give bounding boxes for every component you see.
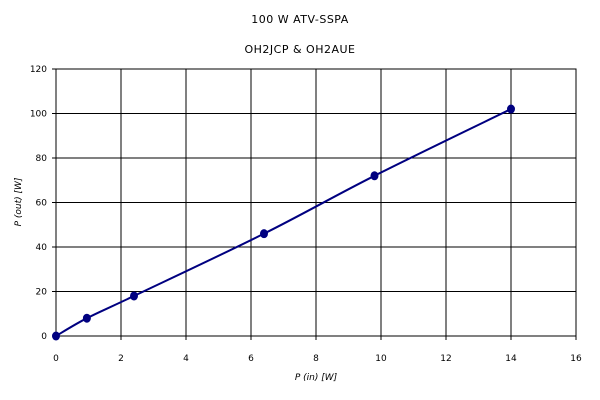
- y-tick-label: 100: [30, 110, 47, 120]
- x-tick-label: 6: [248, 354, 254, 364]
- data-point: [507, 104, 515, 114]
- y-tick-label: 80: [36, 154, 48, 164]
- x-tick-label: 16: [570, 354, 582, 364]
- data-point: [130, 291, 138, 301]
- x-tick-label: 12: [440, 354, 451, 364]
- y-axis-label: P (out) [W]: [14, 177, 24, 226]
- x-tick-label: 4: [183, 354, 189, 364]
- x-tick-label: 8: [313, 354, 319, 364]
- y-tick-label: 0: [41, 332, 47, 342]
- data-point: [370, 171, 379, 181]
- y-tick-label: 40: [36, 243, 48, 253]
- x-tick-label: 10: [375, 354, 387, 364]
- data-point: [52, 331, 60, 341]
- data-point: [82, 313, 91, 323]
- axis-ticks: 0 2 4 6 8 10 12 14 16 0 20 40 60 80 100 120: [30, 65, 582, 364]
- chart-subtitle: OH2JCP & OH2AUE: [244, 43, 356, 56]
- chart-title: 100 W ATV-SSPA: [251, 13, 349, 26]
- x-tick-label: 14: [505, 354, 517, 364]
- x-tick-label: 2: [118, 354, 124, 364]
- y-tick-label: 60: [36, 199, 48, 209]
- grid: [56, 69, 576, 336]
- y-tick-label: 20: [36, 288, 48, 298]
- x-axis-label: P (in) [W]: [295, 373, 338, 383]
- x-tick-label: 0: [53, 354, 59, 364]
- y-tick-label: 120: [30, 65, 47, 75]
- series-line: [55, 108, 512, 337]
- series-layer: [52, 104, 515, 341]
- data-point: [260, 229, 268, 239]
